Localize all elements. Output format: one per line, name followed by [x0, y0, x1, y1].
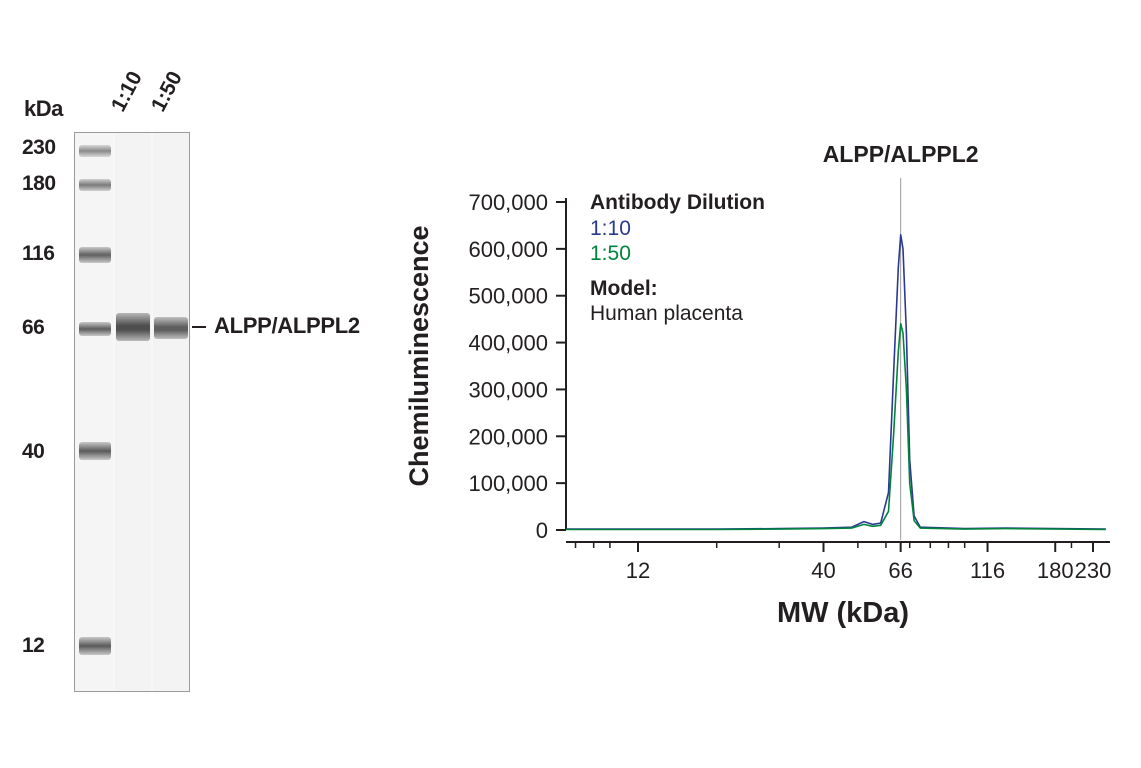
sample-lane-2	[153, 133, 189, 691]
blot-image	[74, 132, 190, 692]
ladder-band-230	[79, 145, 111, 157]
x-tick-label: 12	[626, 558, 650, 583]
x-tick-label: 180	[1037, 558, 1074, 583]
mw-marker-230: 230	[22, 136, 56, 159]
y-tick-label: 100,000	[468, 471, 548, 496]
kda-unit-label: kDa	[24, 96, 63, 121]
ladder-band-180	[79, 179, 111, 191]
series-line-2	[566, 323, 1106, 531]
mw-marker-116: 116	[22, 242, 55, 265]
model-heading: Model:	[590, 277, 658, 300]
ladder-band-116	[79, 247, 111, 263]
y-tick-label: 200,000	[468, 424, 548, 449]
x-tick-label: 66	[888, 558, 912, 583]
chart-title: ALPP/ALPPL2	[823, 141, 979, 167]
y-tick-label: 700,000	[468, 190, 548, 215]
y-tick-label: 300,000	[468, 377, 548, 402]
x-axis-title: MW (kDa)	[777, 597, 909, 629]
chart-labels: ALPP/ALPPL2 MW (kDa) Chemiluminescence Anti…	[404, 141, 979, 629]
legend-heading: Antibody Dilution	[590, 191, 765, 214]
legend-entry-1: 1:10	[590, 217, 631, 240]
mw-marker-180: 180	[22, 172, 56, 195]
y-tick-label: 500,000	[468, 284, 548, 309]
series-layer	[566, 178, 1106, 540]
band-label: ALPP/ALPPL2	[214, 313, 360, 338]
mw-marker-40: 40	[22, 440, 45, 463]
x-tick-label: 230	[1075, 558, 1112, 583]
band-label-tick	[192, 326, 206, 328]
y-tick-label: 0	[536, 518, 548, 543]
y-tick-label: 400,000	[468, 331, 548, 356]
sample-band-1	[116, 313, 150, 341]
model-value: Human placenta	[590, 302, 743, 325]
x-tick-label: 116	[970, 558, 1005, 583]
x-axis: 12 40 66 116 180 230	[566, 541, 1112, 583]
y-axis-title: Chemiluminescence	[404, 225, 434, 486]
ladder-lane	[75, 133, 113, 691]
y-tick-label: 600,000	[468, 237, 548, 262]
ladder-band-66	[79, 322, 111, 336]
sample-band-2	[154, 317, 188, 339]
mw-marker-12: 12	[22, 634, 45, 657]
ladder-band-40	[79, 442, 111, 460]
mw-marker-66: 66	[22, 316, 45, 339]
x-tick-label: 40	[811, 558, 835, 583]
sample-lane-1	[115, 133, 151, 691]
y-axis: 0 100,000 200,000 300,000 400,000 500,000 600,…	[468, 190, 567, 543]
legend-entry-2: 1:50	[590, 242, 631, 265]
ladder-band-12	[79, 637, 111, 655]
